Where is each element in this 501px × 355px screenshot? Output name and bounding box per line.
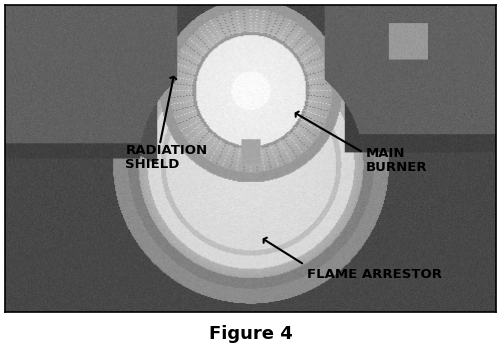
Text: RADIATION
SHIELD: RADIATION SHIELD xyxy=(125,144,207,171)
Text: MAIN
BURNER: MAIN BURNER xyxy=(366,147,427,174)
Text: FLAME ARRESTOR: FLAME ARRESTOR xyxy=(307,268,442,280)
Text: Figure 4: Figure 4 xyxy=(208,325,293,343)
